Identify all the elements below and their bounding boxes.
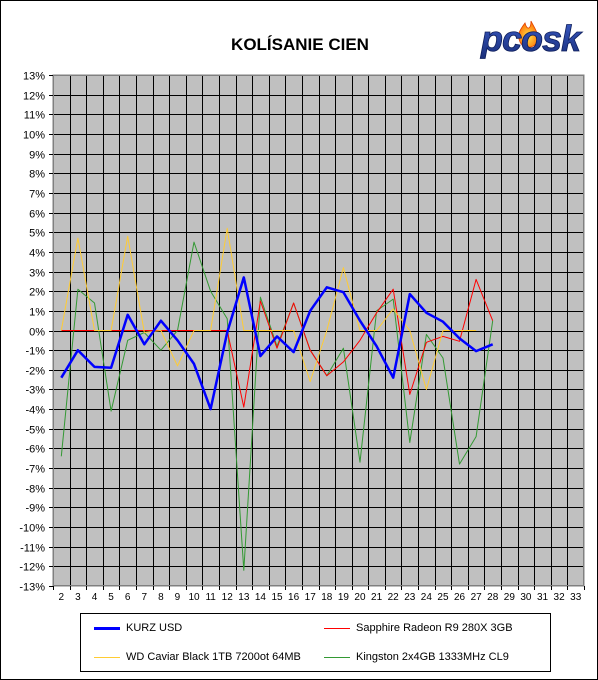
x-tick-label: 16 <box>288 592 300 603</box>
y-tick-label: -8% <box>25 484 45 496</box>
y-tick-label: -3% <box>25 385 45 397</box>
x-tick-label: 28 <box>487 592 499 603</box>
x-tick-label: 30 <box>520 592 532 603</box>
y-tick-label: 7% <box>29 189 45 201</box>
y-tick-label: 3% <box>29 268 45 280</box>
y-tick-label: 8% <box>29 169 45 181</box>
y-tick-label: -4% <box>25 405 45 417</box>
x-tick-label: 10 <box>188 592 200 603</box>
x-tick-label: 19 <box>338 592 350 603</box>
y-tick-label: 11% <box>24 110 45 122</box>
legend-item-kurz-usd: KURZ USD <box>94 620 182 636</box>
x-tick-label: 29 <box>504 592 516 603</box>
y-tick-label: 10% <box>23 130 45 142</box>
x-tick-label: 15 <box>271 592 283 603</box>
y-tick-label: -5% <box>25 425 45 437</box>
logo-text: pcosk <box>480 18 583 59</box>
legend-label-kurz-usd: KURZ USD <box>126 622 183 634</box>
y-tick-label: -6% <box>25 444 45 456</box>
y-tick-label: -9% <box>25 503 45 515</box>
x-tick-label: 18 <box>321 592 333 603</box>
legend-swatch-sapphire <box>324 627 350 629</box>
x-tick-label: 5 <box>108 592 114 603</box>
series-line-kurz-usd <box>60 276 494 411</box>
chart-plot: -13% -12% -11% -10% -9% -8% -7% -6% -5% -4% -3% -2%… <box>19 71 585 603</box>
x-tick-label: 31 <box>537 592 549 603</box>
y-tick-label: -13% <box>19 582 45 594</box>
y-tick-label: 2% <box>29 287 45 299</box>
y-tick-label: -11% <box>20 543 45 555</box>
y-tick-label: -1% <box>25 346 45 358</box>
y-tick-label: 1% <box>29 307 45 319</box>
legend-label-sapphire: Sapphire Radeon R9 280X 3GB <box>356 622 513 634</box>
legend-item-kingston: Kingston 2x4GB 1333MHz CL9 <box>324 649 509 665</box>
chart-legend: KURZ USD Sapphire Radeon R9 280X 3GB WD … <box>80 613 551 672</box>
x-tick-label: 17 <box>305 592 317 603</box>
legend-label-wd-caviar: WD Caviar Black 1TB 7200ot 64MB <box>126 651 301 663</box>
y-tick-label: 0% <box>29 327 45 339</box>
x-tick-label: 3 <box>75 592 81 603</box>
x-tick-label: 7 <box>141 592 147 603</box>
y-tick-label: -7% <box>25 464 45 476</box>
x-tick-label: 26 <box>454 592 466 603</box>
x-tick-label: 14 <box>255 592 267 603</box>
legend-swatch-wd-caviar <box>94 656 120 658</box>
x-tick-label: 8 <box>158 592 164 603</box>
x-tick-label: 13 <box>238 592 250 603</box>
x-tick-label: 20 <box>354 592 366 603</box>
x-tick-label: 25 <box>437 592 449 603</box>
x-tick-label: 21 <box>371 592 383 603</box>
y-tick-label: 5% <box>29 228 45 240</box>
x-tick-label: 12 <box>222 592 234 603</box>
legend-label-kingston: Kingston 2x4GB 1333MHz CL9 <box>356 651 509 663</box>
series-line-sapphire-radeon-r9-280x-3gb <box>61 278 494 408</box>
x-tick-label: 4 <box>92 592 98 603</box>
legend-swatch-kingston <box>324 656 350 658</box>
chart-title: KOLÍSANIE CIEN <box>231 35 369 54</box>
x-tick-label: 23 <box>404 592 416 603</box>
x-tick-label: 24 <box>421 592 433 603</box>
series-line-wd-caviar-black-1tb-7200ot-64mb <box>60 227 477 390</box>
x-tick-label: 32 <box>554 592 566 603</box>
x-tick-label: 33 <box>570 592 582 603</box>
plot-border <box>53 75 584 586</box>
y-tick-label: 4% <box>29 248 45 260</box>
x-tick-label: 11 <box>205 592 216 603</box>
legend-item-sapphire: Sapphire Radeon R9 280X 3GB <box>324 620 513 636</box>
legend-item-wd-caviar: WD Caviar Black 1TB 7200ot 64MB <box>94 649 301 665</box>
x-tick-label: 2 <box>59 592 65 603</box>
x-tick-label: 6 <box>125 592 131 603</box>
legend-swatch-kurz-usd <box>94 626 120 630</box>
y-tick-label: -10% <box>19 523 45 535</box>
y-tick-label: 13% <box>23 71 45 83</box>
y-tick-label: 12% <box>23 91 45 103</box>
pcosk-logo: pcosk <box>480 18 585 60</box>
y-tick-label: 9% <box>29 150 45 162</box>
y-tick-label: -2% <box>25 366 45 378</box>
x-tick-label: 27 <box>471 592 483 603</box>
y-tick-label: -12% <box>19 562 45 574</box>
x-tick-label: 22 <box>388 592 400 603</box>
x-tick-label: 9 <box>175 592 181 603</box>
y-tick-label: 6% <box>29 209 45 221</box>
